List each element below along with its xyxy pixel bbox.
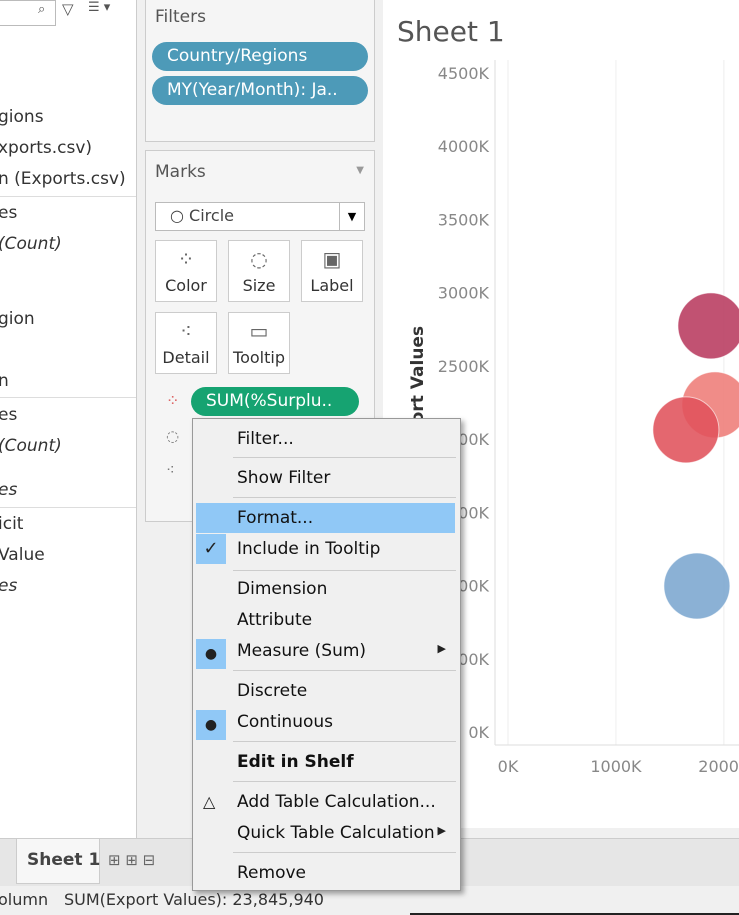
status-text: olumn [0,890,49,909]
view-icon[interactable]: ☰ ▾ [88,0,111,15]
menu-item[interactable]: Include in Tooltip [237,539,381,559]
button-icon: ⁖ [180,319,192,343]
menu-item[interactable]: Attribute [237,610,313,630]
menu-highlight [196,503,455,533]
card-menu[interactable]: ▼ [356,165,364,176]
menu-check-box: ● [196,639,226,669]
y-tick-label: 4000K [438,137,490,156]
field[interactable]: n [0,371,9,391]
field[interactable]: (Count) [0,436,62,456]
x-tick-label: 1000K [590,757,642,776]
menu-item[interactable]: Format... [237,508,314,528]
menu-item[interactable]: Remove [237,863,306,883]
button-icon: ⁘ [177,247,195,271]
data-point [663,552,731,620]
marks-button[interactable]: ⁘ Color [155,240,217,302]
menu-separator [233,570,456,571]
button-label: Detail [162,348,210,367]
menu-item[interactable]: Discrete [237,681,308,701]
button-icon: ◌ [250,247,268,271]
field[interactable]: Value [0,545,45,565]
menu-separator [233,741,456,742]
submenu-arrow: ▶ [437,642,446,655]
detail-icon: ⁖ [166,461,175,479]
data-pane: ⌕ ▽ ☰ ▾ gions xports.csv) n (Exports.csv) e… [0,0,137,838]
menu-item[interactable]: Filter... [237,429,294,449]
menu-item[interactable]: Quick Table Calculation [237,823,435,843]
search-icon: ⌕ [38,2,46,17]
field[interactable]: xports.csv) [0,138,93,158]
x-tick-label: 0K [498,757,519,776]
menu-check-box: ● [196,710,226,740]
menu-check-box: ✓ [196,534,226,564]
marks-button[interactable]: ▭ Tooltip [228,312,290,374]
filters-card: Filters Country/Regions MY(Year/Month): J… [145,0,375,142]
mark-type: Circle [189,206,234,225]
marks-button[interactable]: ⁖ Detail [155,312,217,374]
search-box[interactable] [0,0,56,26]
field[interactable]: es [0,480,18,500]
x-tick-label: 2000K [698,757,739,776]
sheet-tab[interactable]: Sheet 1 [16,839,100,884]
button-label: Tooltip [233,348,285,367]
separator [0,196,136,197]
button-label: Label [310,276,354,295]
y-tick-label: 3000K [438,284,490,303]
marks-button[interactable]: ▣ Label [301,240,363,302]
y-tick-label: 2500K [438,357,490,376]
color-icon: ⁘ [166,391,180,410]
filter-pill[interactable]: Country/Regions [152,42,368,71]
y-tick-label: 0K [468,723,489,742]
card-title: Marks [155,162,206,182]
status-text: SUM(Export Values): 23,845,940 [64,890,324,909]
button-icon: ▭ [249,319,269,343]
status-line [410,913,739,915]
measure-pill[interactable]: SUM(%Surplu.. [191,387,359,416]
menu-item[interactable]: Add Table Calculation... [237,792,436,812]
submenu-arrow: ▶ [437,824,446,837]
menu-item[interactable]: Edit in Shelf [237,752,354,772]
card-title: Filters [155,7,206,27]
field[interactable]: n (Exports.csv) [0,169,126,189]
menu-item[interactable]: Measure (Sum) [237,641,367,661]
menu-separator [233,781,456,782]
field[interactable]: es [0,405,18,425]
field[interactable]: es [0,203,18,223]
menu-item[interactable]: Show Filter [237,468,331,488]
menu-item[interactable]: Continuous [237,712,334,732]
chart: Sheet 10K500K1000K1500K2000K2500K3000K35… [397,15,739,776]
button-label: Color [165,276,207,295]
separator [0,507,136,508]
menu-icon: △ [203,792,216,811]
y-tick-label: 4500K [438,64,490,83]
menu-separator [233,457,456,458]
size-icon: ◌ [166,427,180,445]
marks-card: Marks ▼ ○ Circle ▼ ⁘ Color ◌ Size ▣ Label ⁖ Det… [145,150,375,522]
field[interactable]: gions [0,107,44,127]
tab-label: Sheet 1 [27,850,101,870]
menu-separator [233,497,456,498]
y-tick-label: 3500K [438,210,490,229]
data-point [652,396,720,464]
menu-item[interactable]: Dimension [237,579,328,599]
sheet-title: Sheet 1 [397,15,505,48]
marks-button[interactable]: ◌ Size [228,240,290,302]
field[interactable]: es [0,576,18,596]
context-menu: ✓ ● ● △ Filter... Show Filter Format... Include… [192,418,461,891]
button-icon: ▣ [322,247,342,271]
data-point [677,292,739,360]
field[interactable]: (Count) [0,234,62,254]
menu-separator [233,670,456,671]
mark-type-dropdown[interactable]: ○ Circle ▼ [155,202,365,231]
filter-pill[interactable]: MY(Year/Month): Ja.. [152,76,368,105]
field[interactable]: gion [0,309,35,329]
button-label: Size [242,276,276,295]
new-sheet-icons[interactable]: ⊞ ⊞ ⊟ [108,851,156,869]
menu-separator [233,852,456,853]
field[interactable]: icit [0,514,24,534]
filter-icon[interactable]: ▽ [62,0,74,18]
separator [0,397,136,398]
